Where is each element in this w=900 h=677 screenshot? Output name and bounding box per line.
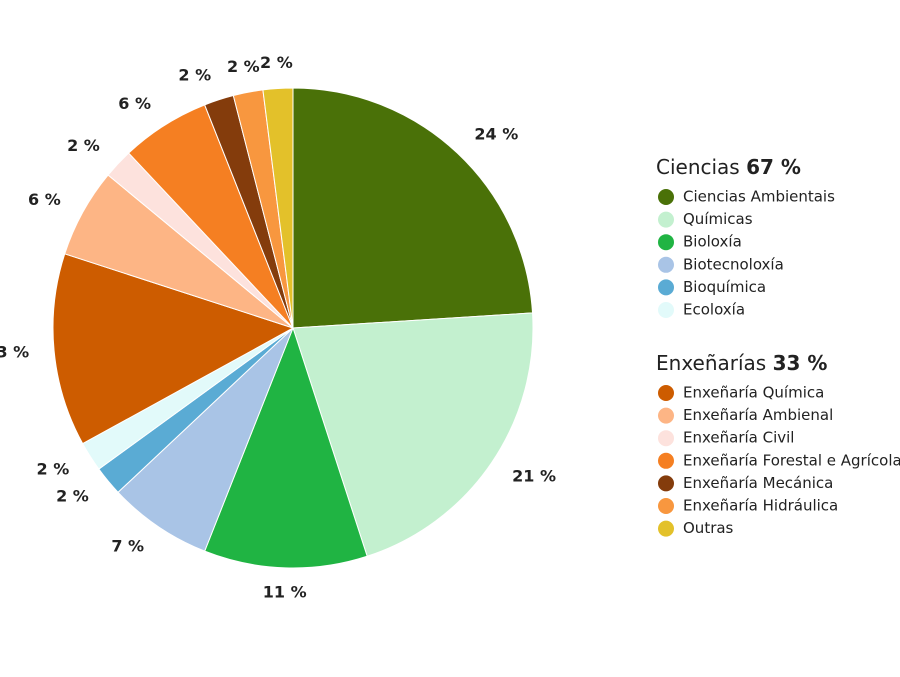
data-label: 6 % — [28, 190, 61, 209]
data-label: 2 % — [37, 459, 70, 478]
data-label: 7 % — [111, 537, 144, 556]
legend-swatch — [658, 256, 674, 273]
data-label: 2 % — [260, 53, 293, 72]
legend-swatch — [658, 407, 674, 424]
data-label: 21 % — [512, 466, 556, 485]
legend-label: Bioloxía — [683, 233, 742, 251]
legend-swatch — [658, 385, 674, 401]
legend-swatch — [658, 189, 674, 205]
data-label: 6 % — [118, 94, 151, 113]
legend-label: Enxeñaría Hidráulica — [683, 497, 838, 515]
pie-slice — [292, 312, 534, 557]
legend-label: Enxeñaría Civil — [683, 429, 794, 447]
pie-slice — [52, 253, 295, 445]
legend-label: Enxeñaría Ambienal — [683, 406, 833, 424]
pie-slice — [204, 326, 368, 569]
data-label: 2 % — [227, 57, 260, 76]
data-label: 2 % — [67, 136, 100, 155]
legend-group-title: Enxeñarías 33 % — [656, 351, 827, 375]
data-label: 2 % — [56, 486, 89, 505]
pie-slice — [117, 327, 294, 552]
legend-label: Enxeñaría Forestal e Agrícola — [683, 451, 900, 469]
legend-label: Enxeñaría Química — [683, 384, 824, 402]
legend-label: Enxeñaría Mecánica — [683, 474, 833, 492]
legend-swatch — [658, 211, 674, 228]
group-name: Ciencias — [656, 155, 740, 179]
legend-label: Ecoloxía — [683, 301, 745, 319]
data-label: 2 % — [178, 65, 211, 84]
legend-label: Biotecnoloxía — [683, 255, 784, 273]
data-label: 24 % — [474, 124, 518, 143]
data-label: 11 % — [263, 582, 307, 601]
pie-slice — [262, 87, 294, 329]
pie-slice — [292, 87, 534, 329]
legend-swatch — [658, 475, 674, 492]
legend-swatch — [658, 498, 674, 514]
legend-label: Bioquímica — [683, 278, 766, 296]
legend-swatch — [658, 430, 674, 447]
legend-label: Ciencias Ambientais — [683, 188, 835, 206]
legend-swatch — [658, 302, 674, 318]
group-name: Enxeñarías — [656, 351, 766, 375]
legend-swatch — [658, 520, 674, 537]
legend-swatch — [658, 452, 674, 469]
legend-swatch — [658, 279, 674, 296]
data-label: 13 % — [0, 342, 29, 361]
group-total: 33 % — [773, 351, 828, 375]
legend-swatch — [658, 234, 674, 251]
legend-group-title: Ciencias 67 % — [656, 155, 801, 179]
group-total: 67 % — [746, 155, 801, 179]
legend-label: Outras — [683, 519, 734, 537]
legend-label: Químicas — [683, 210, 753, 228]
